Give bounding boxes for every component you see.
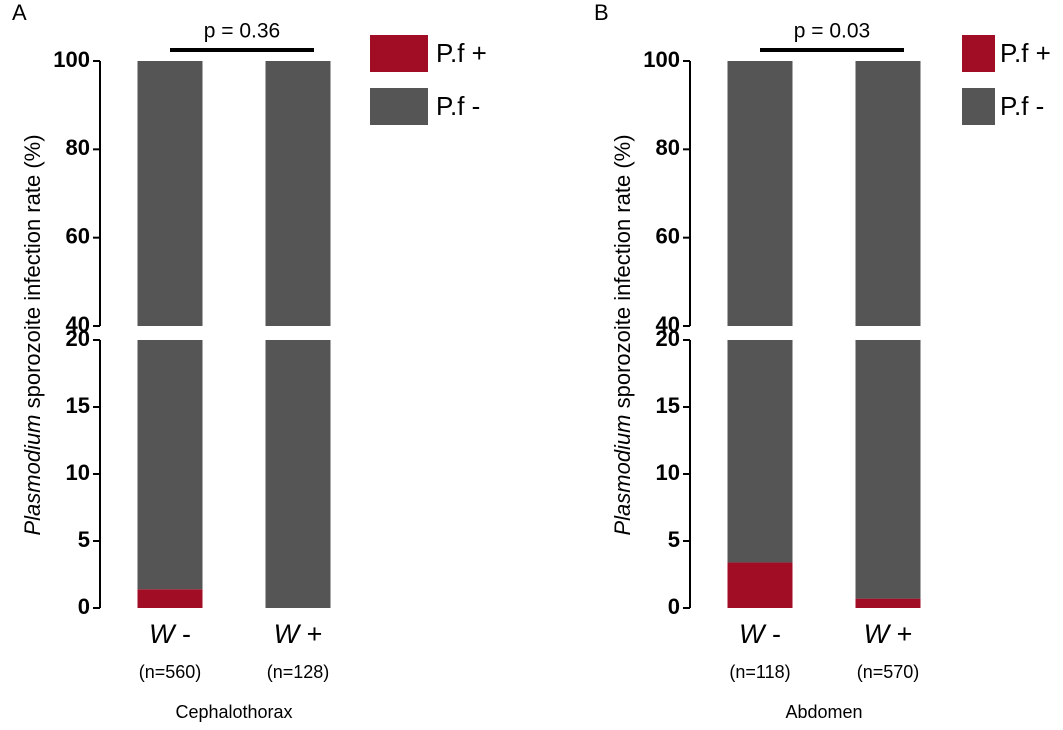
y-axis-label: Plasmodium sporozoite infection rate (%)	[610, 134, 635, 535]
bar-segment	[265, 61, 331, 326]
legend-label: P.f -	[436, 91, 480, 121]
bar-segment	[727, 562, 793, 608]
legend-label: P.f -	[1000, 91, 1044, 121]
bar-segment	[855, 598, 921, 608]
bar-segment	[137, 340, 203, 590]
y-tick-label: 60	[66, 223, 90, 248]
annotation: p = 0.03	[794, 20, 870, 43]
bar-segment	[855, 61, 921, 326]
panel-label: B	[594, 0, 609, 25]
bar-segment	[727, 61, 793, 326]
x-axis-label: Abdomen	[785, 702, 862, 722]
annotation: p = 0.36	[204, 20, 280, 43]
x-tick-label: W +	[864, 619, 913, 649]
y-tick-label: 15	[656, 393, 680, 418]
bar-segment	[727, 340, 793, 563]
legend-swatch	[962, 88, 995, 125]
y-tick-label: 0	[668, 594, 680, 619]
y-tick-label: 60	[656, 223, 680, 248]
legend-label: P.f +	[1000, 38, 1051, 68]
y-tick-label: 10	[656, 460, 680, 485]
y-tick-label: 15	[66, 393, 90, 418]
x-axis-label: Cephalothorax	[175, 702, 292, 722]
panel-label: A	[12, 0, 27, 25]
bar-segment	[137, 61, 203, 326]
panel: B Plasmodium sporozoite infection rate (%…	[594, 0, 921, 722]
sample-label: (n=560)	[139, 662, 202, 682]
x-tick-label: W +	[274, 619, 323, 649]
legend-swatch	[370, 35, 428, 72]
panel: A Plasmodium sporozoite infection rate (%…	[12, 0, 331, 722]
y-tick-label: 100	[643, 47, 680, 72]
y-tick-label: 40	[66, 312, 90, 337]
y-tick-label: 80	[66, 135, 90, 160]
sample-label: (n=128)	[267, 662, 330, 682]
legend-swatch	[962, 35, 995, 72]
y-tick-label: 10	[66, 460, 90, 485]
y-tick-label: 0	[78, 594, 90, 619]
y-tick-label: 40	[656, 312, 680, 337]
bar-segment	[855, 340, 921, 599]
y-axis-label: Plasmodium sporozoite infection rate (%)	[20, 134, 45, 535]
x-tick-label: W -	[149, 619, 191, 649]
bar-segment	[265, 340, 331, 608]
bar-segment	[137, 589, 203, 608]
sample-label: (n=118)	[729, 662, 790, 682]
sample-label: (n=570)	[857, 662, 920, 682]
y-tick-label: 100	[53, 47, 90, 72]
y-tick-label: 20	[656, 326, 680, 351]
legend-swatch	[370, 88, 428, 125]
y-tick-label: 80	[656, 135, 680, 160]
y-tick-label: 5	[668, 527, 680, 552]
legend-label: P.f +	[436, 38, 487, 68]
y-tick-label: 20	[66, 326, 90, 351]
y-tick-label: 5	[78, 527, 90, 552]
x-tick-label: W -	[739, 619, 781, 649]
